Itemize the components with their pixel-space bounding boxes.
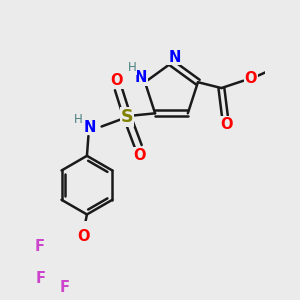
Text: N: N — [135, 70, 148, 85]
Text: O: O — [244, 71, 257, 86]
Text: H: H — [128, 61, 136, 74]
Text: S: S — [121, 108, 134, 126]
Text: O: O — [111, 73, 123, 88]
Text: H: H — [74, 113, 82, 126]
Text: F: F — [60, 280, 70, 295]
Text: F: F — [34, 239, 44, 254]
Text: F: F — [36, 271, 46, 286]
Text: N: N — [168, 50, 181, 64]
Text: N: N — [84, 120, 96, 135]
Text: O: O — [77, 229, 89, 244]
Text: O: O — [220, 117, 233, 132]
Text: O: O — [134, 148, 146, 163]
